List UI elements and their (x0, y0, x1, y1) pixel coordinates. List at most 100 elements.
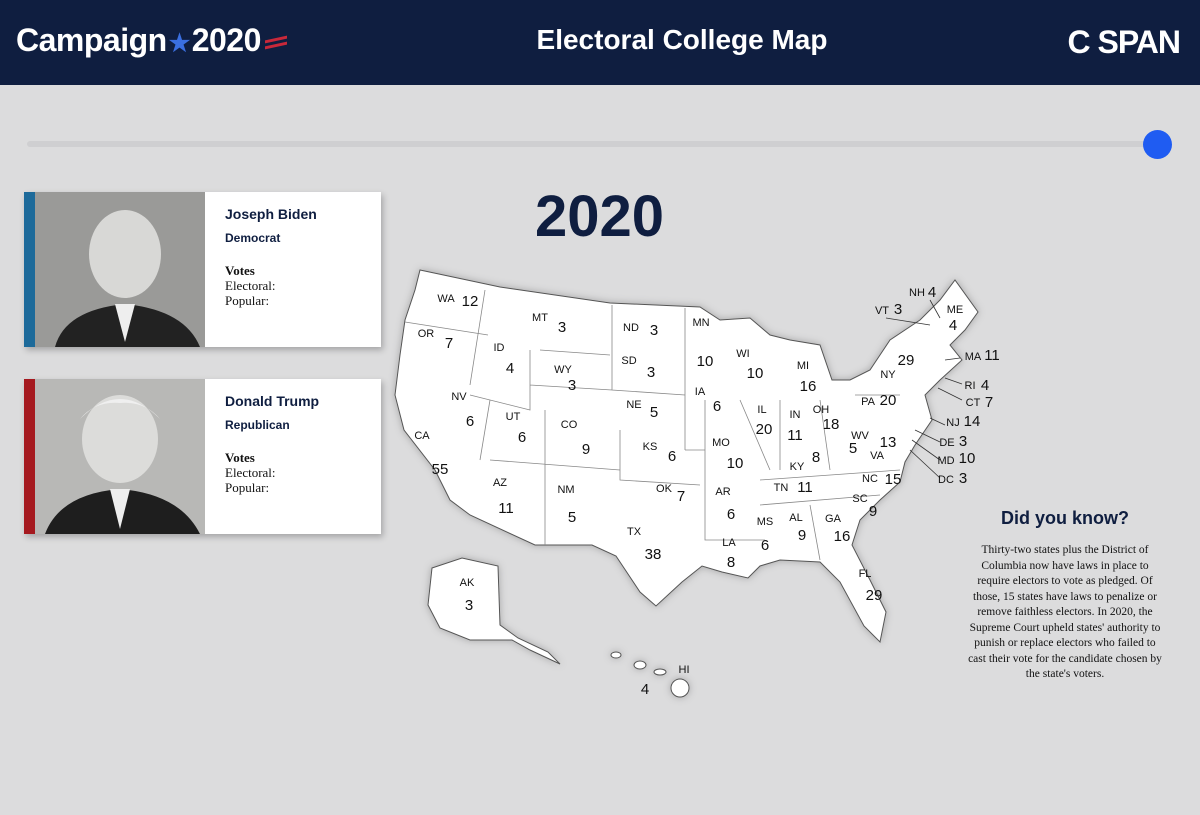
state-abbr: WA (437, 293, 455, 305)
contiguous-states[interactable] (394, 269, 979, 644)
state-votes: 15 (885, 471, 902, 488)
state-abbr: MI (797, 360, 809, 372)
candidate-photo (35, 379, 205, 534)
state-votes: 29 (898, 352, 915, 369)
state-votes: 4 (949, 317, 957, 334)
state-abbr: WV (851, 430, 869, 442)
year-slider-track[interactable] (27, 141, 1157, 147)
state-abbr: TX (627, 526, 642, 538)
state-abbr: OK (656, 483, 673, 495)
state-votes: 6 (727, 506, 735, 523)
state-abbr: LA (722, 537, 736, 549)
state-abbr: DC (938, 474, 954, 486)
hawaii[interactable] (610, 651, 690, 698)
state-abbr: VA (870, 450, 885, 462)
electoral-label: Electoral: (225, 278, 276, 293)
state-votes: 6 (761, 537, 769, 554)
state-abbr: NC (862, 473, 878, 485)
popular-label: Popular: (225, 480, 270, 495)
state-votes: 11 (797, 479, 813, 496)
state-abbr: KS (643, 441, 658, 453)
state-abbr: MD (937, 455, 954, 467)
header: Campaign★2020 Electoral College Map C SP… (0, 0, 1200, 85)
state-votes: 13 (880, 434, 897, 451)
state-abbr: NM (557, 484, 574, 496)
state-votes: 29 (866, 587, 883, 604)
candidate-card: Joseph Biden Democrat Votes Electoral: Pop… (24, 192, 381, 347)
state-votes: 5 (849, 440, 857, 457)
candidate-party: Democrat (225, 231, 281, 245)
state-abbr: WY (554, 364, 572, 376)
state-abbr: WI (736, 348, 749, 360)
logo[interactable]: Campaign★2020 (16, 22, 287, 59)
state-abbr: CT (966, 397, 981, 409)
state-abbr: IA (695, 386, 706, 398)
state-abbr: MT (532, 312, 548, 324)
state-votes: 11 (498, 500, 514, 517)
state-abbr: ND (623, 322, 639, 334)
state-abbr: MN (692, 317, 709, 329)
state-votes: 6 (713, 398, 721, 415)
state-abbr: AZ (493, 477, 507, 489)
state-votes: 7 (445, 335, 453, 352)
state-abbr: VT (875, 305, 889, 317)
state-borders (404, 289, 901, 561)
state-votes: 9 (798, 527, 806, 544)
candidate-photo (35, 192, 205, 347)
alaska[interactable] (427, 557, 561, 665)
state-votes: 5 (568, 509, 576, 526)
state-votes: 7 (985, 394, 993, 411)
did-you-know-text: Thirty-two states plus the District of C… (968, 544, 1162, 680)
state-votes: 4 (981, 377, 989, 394)
state-votes: 3 (959, 470, 967, 487)
candidate-name: Donald Trump (225, 393, 320, 409)
state-votes: 6 (668, 448, 676, 465)
state-votes: 16 (800, 378, 817, 395)
popular-label: Popular: (225, 293, 270, 308)
state-votes: 20 (880, 392, 897, 409)
state-votes: 3 (650, 322, 658, 339)
votes-heading: Votes (225, 450, 255, 465)
brand-logo[interactable]: C SPAN (1067, 24, 1181, 60)
state-votes: 3 (465, 597, 473, 614)
state-abbr: NH (909, 287, 925, 299)
state-votes: 10 (727, 455, 744, 472)
state-votes: 4 (506, 360, 514, 377)
leader-lines (885, 299, 963, 479)
state-votes: 7 (677, 488, 685, 505)
state-abbr: MO (712, 437, 730, 449)
year-heading: 2020 (535, 184, 665, 249)
logo-year: 2020 (191, 22, 262, 58)
state-votes: 6 (518, 429, 526, 446)
votes-heading: Votes (225, 263, 255, 278)
state-abbr: MS (757, 516, 774, 528)
state-abbr: AK (460, 577, 475, 589)
state-abbr: ME (947, 304, 964, 316)
state-votes: 14 (964, 413, 981, 430)
state-votes: 10 (959, 450, 976, 467)
state-abbr: DE (939, 437, 954, 449)
state-votes: 4 (928, 284, 936, 301)
year-slider-knob[interactable] (1143, 130, 1172, 159)
logo-word: Campaign (16, 22, 167, 58)
state-votes: 3 (894, 301, 902, 318)
state-abbr: KY (790, 461, 805, 473)
state-abbr: ID (494, 342, 505, 354)
state-votes: 10 (747, 365, 764, 382)
state-votes: 3 (647, 364, 655, 381)
electoral-label: Electoral: (225, 465, 276, 480)
candidate-name: Joseph Biden (225, 206, 317, 222)
state-abbr: RI (965, 380, 976, 392)
state-votes: 3 (959, 433, 967, 450)
state-abbr: GA (825, 513, 842, 525)
state-votes: 11 (787, 427, 803, 444)
state-votes: 4 (641, 681, 649, 698)
state-votes: 8 (727, 554, 735, 571)
state-abbr: FL (859, 568, 872, 580)
state-votes: 11 (984, 347, 1000, 364)
state-votes: 6 (466, 413, 474, 430)
state-votes: 8 (812, 449, 820, 466)
state-votes: 3 (568, 377, 576, 394)
